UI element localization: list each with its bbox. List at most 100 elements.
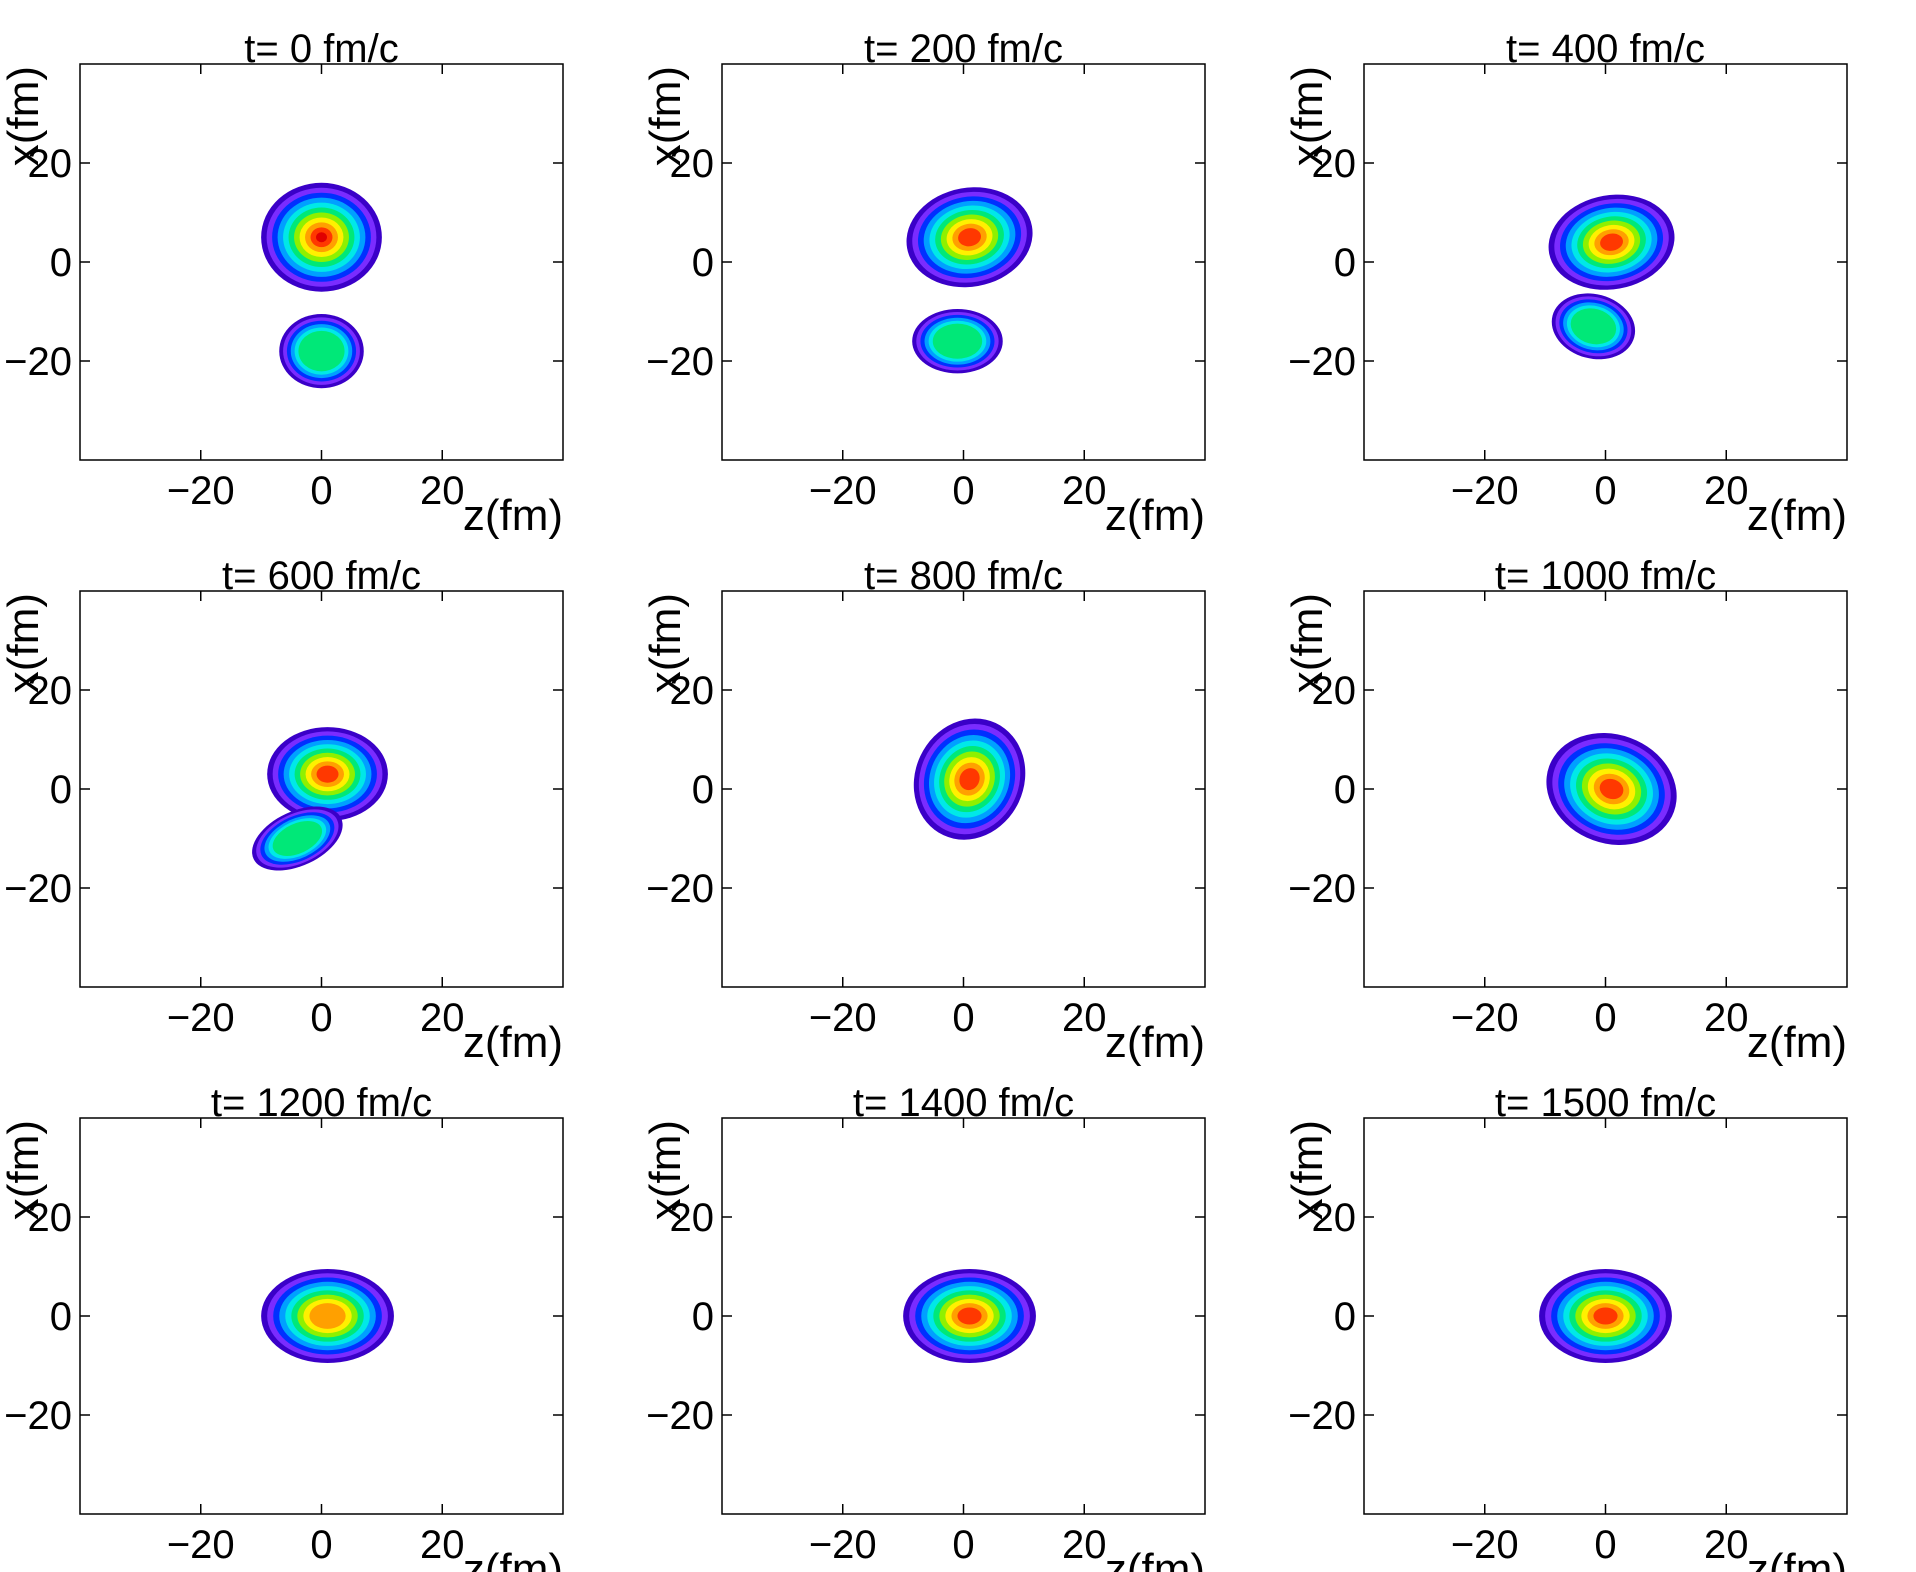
x-tick-label: 20 xyxy=(420,1523,465,1567)
y-tick-label: −20 xyxy=(1288,1394,1356,1438)
y-tick-label: 20 xyxy=(1312,1196,1357,1240)
x-tick-label: 20 xyxy=(420,469,465,513)
y-tick-label: 20 xyxy=(28,142,73,186)
density-blob xyxy=(1546,733,1677,845)
density-blob xyxy=(1539,1268,1672,1364)
x-axis-label: z(fm) xyxy=(1105,491,1205,540)
panel-title: t= 800 fm/c xyxy=(864,554,1063,598)
panel-title: t= 1400 fm/c xyxy=(853,1081,1074,1125)
x-tick-label: 20 xyxy=(1704,1523,1749,1567)
contour-level-6 xyxy=(272,821,323,856)
panel-2: −20 0 20 −20 0 20 t= 200 fm/c z(fm) x(fm) xyxy=(641,27,1206,540)
x-tick-label: 20 xyxy=(1062,469,1107,513)
contour-level-9 xyxy=(309,1303,346,1329)
contour-plot xyxy=(1546,733,1677,845)
panel-title: t= 1200 fm/c xyxy=(211,1081,432,1125)
y-tick-label: 0 xyxy=(692,241,714,285)
panel-title: t= 1500 fm/c xyxy=(1495,1081,1716,1125)
contour-level-10 xyxy=(316,765,339,783)
panel-9: −20 0 20 −20 0 20 t= 1500 fm/c z(fm) x(fm) xyxy=(1283,1081,1848,1572)
y-axis-label: x(fm) xyxy=(0,1120,48,1220)
contour-plot xyxy=(252,727,388,871)
contour-level-10 xyxy=(1599,778,1624,800)
y-axis-label: x(fm) xyxy=(1283,1120,1332,1220)
contour-level-10 xyxy=(958,228,981,247)
panel-8: −20 0 20 −20 0 20 t= 1400 fm/c z(fm) x(fm) xyxy=(641,1081,1206,1572)
panel-5: −20 0 20 −20 0 20 t= 800 fm/c z(fm) x(fm) xyxy=(641,554,1206,1067)
y-tick-label: 0 xyxy=(50,768,72,812)
density-blob xyxy=(1548,194,1675,290)
panel-title: t= 1000 fm/c xyxy=(1495,554,1716,598)
panel-4: −20 0 20 −20 0 20 t= 600 fm/c z(fm) x(fm) xyxy=(0,554,564,1067)
x-tick-label: 20 xyxy=(1062,996,1107,1040)
panel-1: −20 0 20 −20 0 20 t= 0 fm/c z(fm) x(fm) xyxy=(0,27,564,540)
x-tick-label: 0 xyxy=(952,1523,974,1567)
contour-level-6 xyxy=(932,323,983,359)
contour-plot xyxy=(261,1268,394,1364)
x-tick-label: 0 xyxy=(310,1523,332,1567)
x-axis-label: z(fm) xyxy=(1747,1545,1847,1572)
y-tick-label: −20 xyxy=(646,340,714,384)
x-tick-label: 0 xyxy=(952,996,974,1040)
y-axis-label: x(fm) xyxy=(641,66,690,166)
y-axis-label: x(fm) xyxy=(641,1120,690,1220)
y-tick-label: 20 xyxy=(670,142,715,186)
x-tick-label: 20 xyxy=(420,996,465,1040)
contour-level-6 xyxy=(1570,308,1617,345)
x-tick-label: −20 xyxy=(809,996,877,1040)
y-tick-label: 0 xyxy=(1334,241,1356,285)
x-tick-label: −20 xyxy=(809,469,877,513)
y-tick-label: 20 xyxy=(28,1196,73,1240)
y-tick-label: −20 xyxy=(4,1394,72,1438)
contour-plot xyxy=(261,182,382,389)
density-blob xyxy=(267,727,388,822)
y-axis-label: x(fm) xyxy=(1283,66,1332,166)
x-axis-label: z(fm) xyxy=(1747,491,1847,540)
x-tick-label: 20 xyxy=(1704,996,1749,1040)
density-blob xyxy=(261,1268,394,1364)
density-blob xyxy=(1551,293,1636,360)
panel-title: t= 200 fm/c xyxy=(864,27,1063,71)
x-tick-label: 0 xyxy=(310,996,332,1040)
contour-plot xyxy=(906,187,1033,374)
y-tick-label: 0 xyxy=(692,1295,714,1339)
density-blob xyxy=(261,182,382,292)
y-tick-label: −20 xyxy=(646,1394,714,1438)
x-tick-label: −20 xyxy=(1451,1523,1519,1567)
contour-plot xyxy=(1539,1268,1672,1364)
y-tick-label: 20 xyxy=(1312,669,1357,713)
density-blob xyxy=(279,313,364,389)
x-tick-label: 0 xyxy=(952,469,974,513)
x-tick-label: 0 xyxy=(1594,469,1616,513)
panel-6: −20 0 20 −20 0 20 t= 1000 fm/c z(fm) x(fm) xyxy=(1283,554,1848,1067)
x-tick-label: 20 xyxy=(1062,1523,1107,1567)
density-blob xyxy=(913,718,1026,840)
panel-title: t= 0 fm/c xyxy=(244,27,399,71)
y-tick-label: −20 xyxy=(1288,867,1356,911)
x-tick-label: −20 xyxy=(167,1523,235,1567)
contour-level-10 xyxy=(959,768,980,791)
contour-plot xyxy=(903,1268,1036,1364)
panel-title: t= 400 fm/c xyxy=(1506,27,1705,71)
contour-level-10 xyxy=(1600,233,1623,251)
density-blob xyxy=(912,309,1003,374)
density-blob xyxy=(906,187,1033,288)
y-tick-label: −20 xyxy=(4,340,72,384)
y-tick-label: −20 xyxy=(646,867,714,911)
x-axis-label: z(fm) xyxy=(1747,1018,1847,1067)
y-axis-label: x(fm) xyxy=(1283,593,1332,693)
x-tick-label: 0 xyxy=(310,469,332,513)
contour-level-6 xyxy=(298,330,345,372)
density-blob xyxy=(252,806,343,871)
x-tick-label: 0 xyxy=(1594,996,1616,1040)
y-tick-label: 20 xyxy=(1312,142,1357,186)
y-tick-label: −20 xyxy=(1288,340,1356,384)
density-blob xyxy=(903,1268,1036,1364)
x-tick-label: −20 xyxy=(809,1523,877,1567)
y-axis-label: x(fm) xyxy=(641,593,690,693)
contour-level-10 xyxy=(957,1307,982,1325)
y-tick-label: 20 xyxy=(670,1196,715,1240)
y-tick-label: 0 xyxy=(1334,768,1356,812)
x-tick-label: −20 xyxy=(1451,469,1519,513)
